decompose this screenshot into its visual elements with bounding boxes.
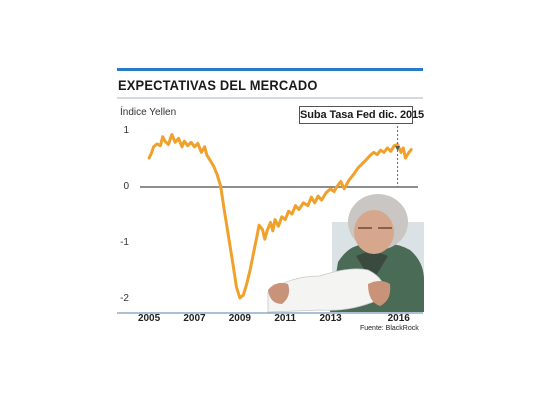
photo-face (354, 210, 394, 254)
x-tick-label: 2009 (229, 313, 252, 324)
y-tick-label: -2 (120, 293, 129, 304)
series-line (147, 133, 413, 300)
x-tick-label: 2007 (183, 313, 206, 324)
photo-paper (267, 268, 384, 313)
annotation-label: Suba Tasa Fed dic. 2015 (299, 106, 424, 124)
photo-hand-left (268, 282, 290, 304)
speaker-photo (267, 194, 424, 313)
x-tick-label: 2016 (388, 313, 411, 324)
x-tick-label: 2011 (274, 313, 296, 324)
x-tick-label: 2005 (138, 313, 161, 324)
y-tick-labels: 1 0 -1 -2 (120, 125, 129, 304)
chart-title: EXPECTATIVAS DEL MERCADO (118, 77, 318, 93)
annotation-arrow (395, 146, 401, 151)
y-tick-label: 1 (123, 125, 129, 136)
x-tick-label: 2013 (320, 313, 343, 324)
x-tick-labels: 2005 2007 2009 2011 2013 2016 (138, 313, 410, 324)
y-tick-label: 0 (123, 181, 129, 192)
source-note: Fuente: BlackRock (360, 325, 419, 332)
y-tick-label: -1 (120, 237, 129, 248)
y-axis-label: Índice Yellen (120, 107, 177, 118)
photo-collar (356, 250, 388, 282)
title-bar (117, 68, 423, 71)
photo-hand-right (368, 281, 391, 306)
